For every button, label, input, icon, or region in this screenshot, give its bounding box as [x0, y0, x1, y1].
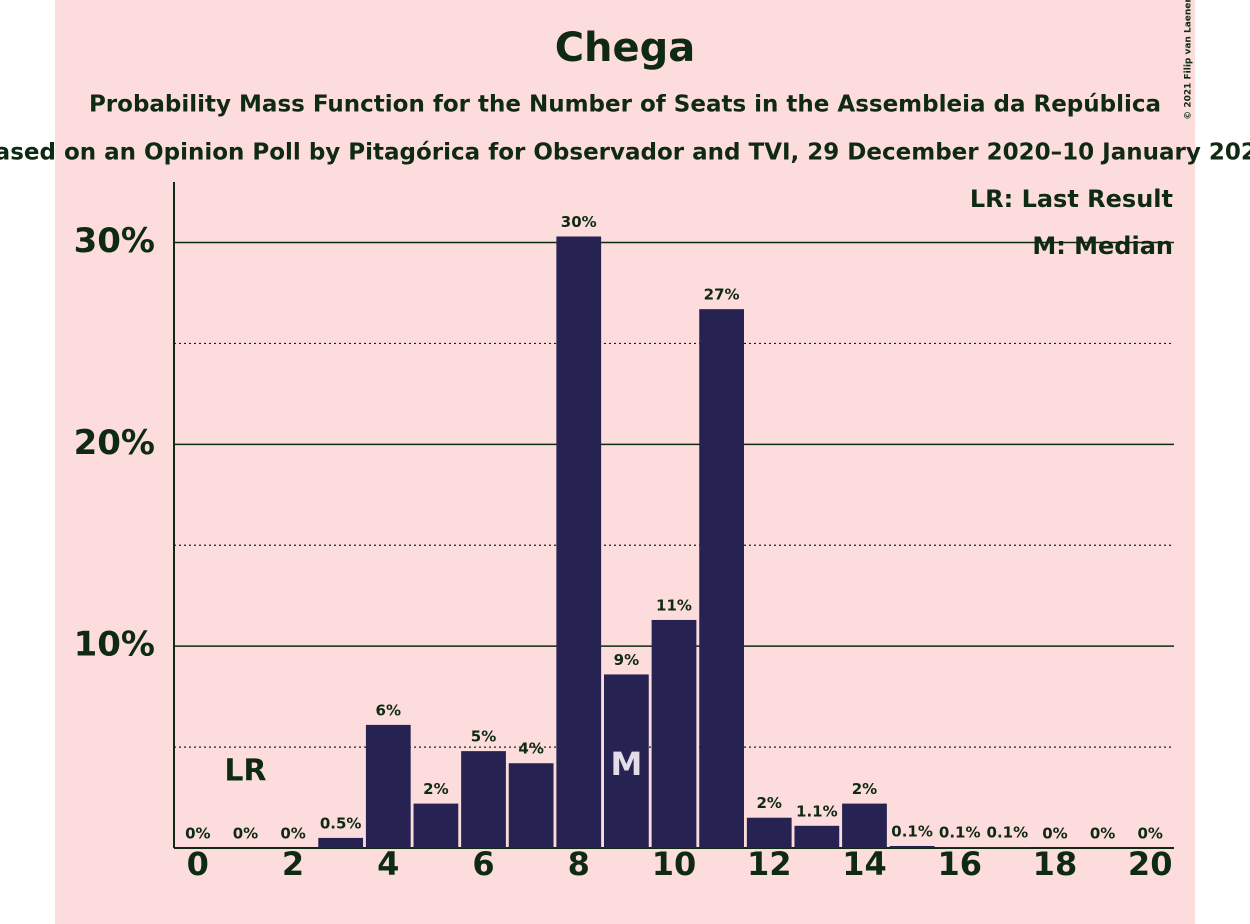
value-label: 1.1% — [796, 802, 838, 820]
value-label: 6% — [376, 701, 401, 719]
last-result-marker: LR — [224, 754, 266, 789]
median-marker: M — [610, 745, 642, 783]
legend-entry: M: Median — [1032, 232, 1173, 260]
bar — [604, 674, 649, 848]
value-label: 2% — [423, 780, 448, 798]
x-tick-label: 0 — [187, 845, 209, 883]
value-label: 30% — [561, 213, 597, 231]
bar — [842, 803, 887, 848]
bar — [746, 817, 792, 848]
value-label: 2% — [757, 794, 782, 812]
x-tick-label: 20 — [1128, 845, 1173, 883]
y-tick-label: 30% — [74, 221, 155, 261]
x-tick-label: 12 — [747, 845, 792, 883]
value-label: 0% — [1090, 825, 1115, 843]
bar — [699, 309, 744, 848]
bar — [508, 763, 554, 848]
value-label: 0.5% — [320, 814, 362, 832]
x-tick-label: 8 — [568, 845, 590, 883]
value-label: 11% — [656, 596, 692, 614]
value-label: 0.1% — [939, 823, 981, 841]
chart-title: Chega — [555, 25, 696, 71]
bar — [794, 825, 840, 848]
value-label: 0% — [280, 825, 305, 843]
value-label: 0% — [1042, 825, 1067, 843]
value-label: 0% — [233, 825, 258, 843]
y-tick-label: 20% — [74, 423, 155, 463]
value-label: 0% — [1137, 825, 1162, 843]
bar — [556, 236, 602, 848]
value-label: 0.1% — [891, 822, 933, 840]
value-label: 5% — [471, 728, 496, 746]
bar — [651, 619, 697, 848]
x-tick-label: 6 — [472, 845, 494, 883]
x-tick-label: 16 — [937, 845, 982, 883]
x-tick-label: 14 — [842, 845, 887, 883]
bar — [413, 803, 459, 848]
chart-subtitle: Based on an Opinion Poll by Pitagórica f… — [0, 140, 1250, 166]
value-label: 27% — [704, 286, 740, 304]
chart-subtitle: Probability Mass Function for the Number… — [89, 92, 1161, 118]
x-tick-label: 18 — [1033, 845, 1078, 883]
bar — [461, 751, 506, 848]
value-label: 0.1% — [987, 823, 1029, 841]
x-tick-label: 4 — [377, 845, 399, 883]
value-label: 0% — [185, 825, 210, 843]
x-tick-label: 10 — [652, 845, 697, 883]
value-label: 4% — [518, 740, 543, 758]
value-label: 2% — [852, 780, 877, 798]
value-label: 9% — [614, 651, 639, 669]
x-tick-label: 2 — [282, 845, 304, 883]
y-tick-label: 10% — [74, 625, 155, 665]
bar — [937, 846, 983, 848]
bar — [984, 846, 1030, 848]
bar — [365, 724, 411, 848]
bar — [889, 845, 935, 848]
credit: © 2021 Filip van Laenen — [1184, 0, 1194, 120]
legend-entry: LR: Last Result — [970, 185, 1173, 213]
bar — [318, 837, 364, 848]
